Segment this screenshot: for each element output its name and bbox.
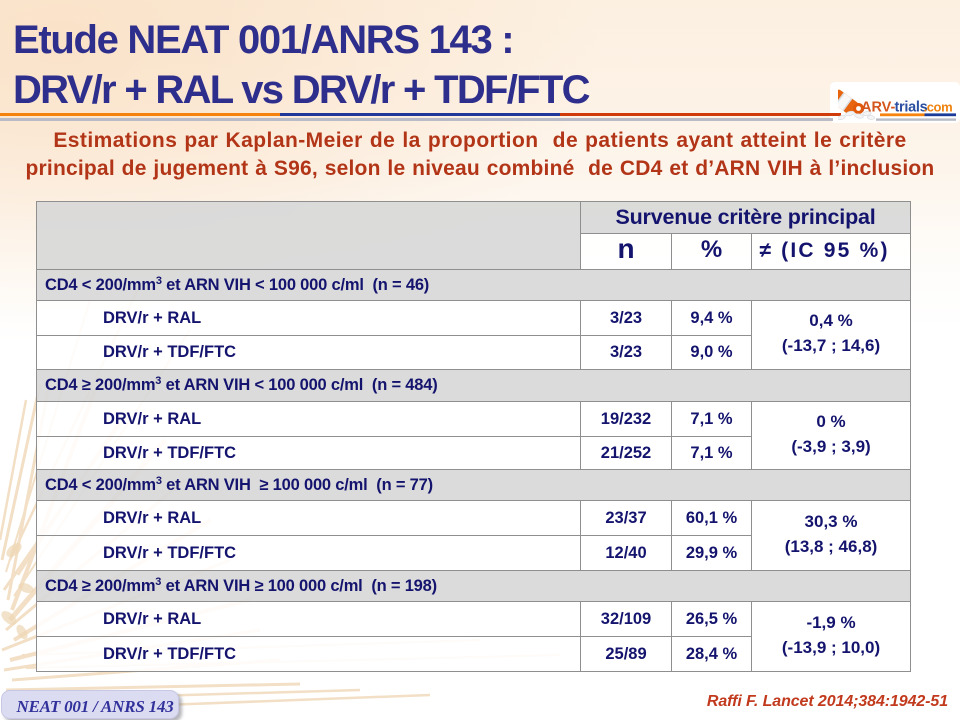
svg-text:ARV-: ARV- bbox=[861, 100, 896, 116]
svg-text:trials: trials bbox=[895, 100, 928, 116]
svg-text:.com: .com bbox=[924, 100, 953, 115]
